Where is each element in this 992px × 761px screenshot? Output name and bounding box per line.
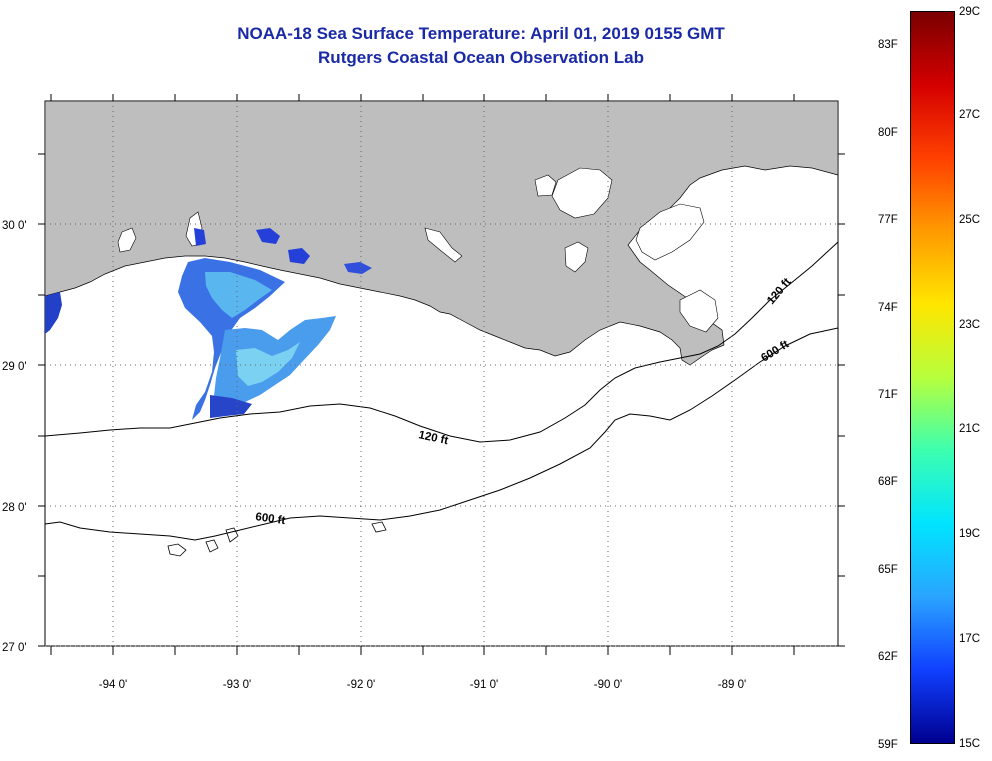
lake — [679, 289, 719, 333]
lon-label: -89 0' — [718, 679, 746, 691]
lake — [117, 227, 137, 253]
lake — [564, 241, 589, 273]
colorbar-f-label: 74F — [878, 302, 898, 314]
map-title: NOAA-18 Sea Surface Temperature: April 0… — [237, 24, 725, 43]
map-subtitle: Rutgers Coastal Ocean Observation Lab — [318, 48, 644, 67]
lon-label: -92 0' — [347, 679, 375, 691]
colorbar-f-label: 65F — [878, 564, 898, 576]
colorbar-f-label: 71F — [878, 389, 898, 401]
lake — [534, 174, 557, 197]
lake — [635, 203, 705, 261]
colorbar-f-label: 68F — [878, 476, 898, 488]
colorbar-f-label: 62F — [878, 651, 898, 663]
temperature-colorbar — [910, 11, 955, 744]
colorbar-c-label: 23C — [959, 319, 981, 331]
lat-label: 28 0' — [2, 502, 27, 514]
colorbar-f-label: 80F — [878, 127, 898, 139]
colorbar-c-label: 15C — [959, 738, 981, 750]
contour-600ft — [44, 327, 839, 541]
contour-600ft — [167, 521, 387, 557]
contour-120ft — [44, 241, 839, 443]
lake — [424, 227, 463, 263]
graticule — [45, 101, 838, 647]
colorbar-c-label: 21C — [959, 423, 981, 435]
colorbar-c-label: 25C — [959, 214, 981, 226]
colorbar-f-label: 83F — [878, 39, 898, 51]
lon-label: -94 0' — [99, 679, 127, 691]
lat-label: 27 0' — [2, 642, 27, 654]
colorbar-c-label: 27C — [959, 109, 981, 121]
colorbar-c-label: 19C — [959, 528, 981, 540]
lon-label: -91 0' — [470, 679, 498, 691]
lon-label: -93 0' — [223, 679, 251, 691]
colorbar-c-label: 29C — [959, 6, 981, 18]
contour-label: 600 ft — [255, 511, 287, 527]
lon-label: -90 0' — [594, 679, 622, 691]
lat-label: 30 0' — [2, 220, 27, 232]
colorbar-c-label: 17C — [959, 633, 981, 645]
sst-patches — [45, 228, 372, 420]
lat-label: 29 0' — [2, 361, 27, 373]
lake — [551, 167, 613, 219]
axis-ticks — [38, 94, 845, 655]
colorbar-f-label: 59F — [878, 739, 898, 751]
colorbar-f-label: 77F — [878, 214, 898, 226]
